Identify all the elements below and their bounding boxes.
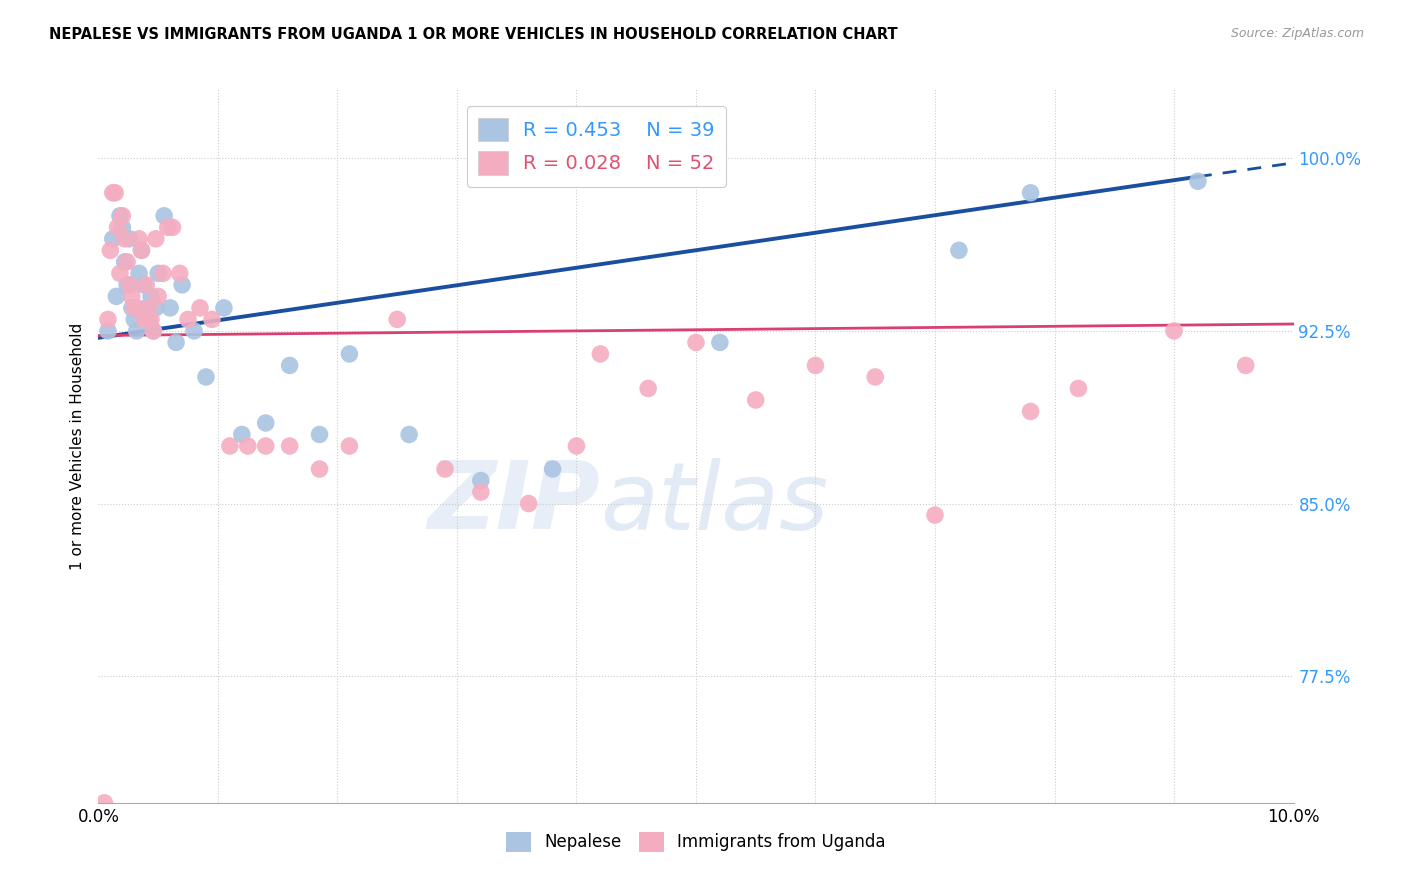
Point xyxy=(108,266,131,280)
Point xyxy=(865,370,887,384)
Point xyxy=(1234,359,1257,373)
Point xyxy=(183,324,205,338)
Point xyxy=(188,301,211,315)
Point xyxy=(98,244,122,258)
Point xyxy=(159,301,181,315)
Point xyxy=(236,439,259,453)
Point xyxy=(212,301,235,315)
Point xyxy=(308,427,330,442)
Point xyxy=(115,255,138,269)
Point xyxy=(948,244,970,258)
Point xyxy=(118,232,141,246)
Point xyxy=(148,289,170,303)
Point xyxy=(1163,324,1185,338)
Point xyxy=(108,209,131,223)
Point xyxy=(111,220,134,235)
Point xyxy=(118,277,141,292)
Text: NEPALESE VS IMMIGRANTS FROM UGANDA 1 OR MORE VEHICLES IN HOUSEHOLD CORRELATION C: NEPALESE VS IMMIGRANTS FROM UGANDA 1 OR … xyxy=(49,27,898,42)
Point xyxy=(1067,381,1090,395)
Point xyxy=(169,266,191,280)
Point xyxy=(128,266,150,280)
Point xyxy=(124,301,146,315)
Point xyxy=(131,244,153,258)
Point xyxy=(104,186,127,200)
Point xyxy=(541,462,564,476)
Legend: Nepalese, Immigrants from Uganda: Nepalese, Immigrants from Uganda xyxy=(499,825,893,859)
Point xyxy=(138,301,160,315)
Y-axis label: 1 or more Vehicles in Household: 1 or more Vehicles in Household xyxy=(69,322,84,570)
Text: Source: ZipAtlas.com: Source: ZipAtlas.com xyxy=(1230,27,1364,40)
Point xyxy=(924,508,946,522)
Point xyxy=(115,277,138,292)
Point xyxy=(162,220,184,235)
Point xyxy=(565,439,588,453)
Point xyxy=(138,312,160,326)
Point xyxy=(1187,174,1209,188)
Point xyxy=(1019,186,1042,200)
Point xyxy=(132,312,155,326)
Point xyxy=(125,301,148,315)
Point xyxy=(156,220,179,235)
Point xyxy=(745,392,768,407)
Point xyxy=(470,474,492,488)
Point xyxy=(135,301,157,315)
Point xyxy=(254,416,277,430)
Point xyxy=(231,427,253,442)
Point xyxy=(589,347,612,361)
Point xyxy=(339,439,361,453)
Point xyxy=(152,266,174,280)
Point xyxy=(124,312,146,326)
Point xyxy=(637,381,659,395)
Point xyxy=(121,289,143,303)
Point xyxy=(398,427,420,442)
Point xyxy=(148,266,170,280)
Point xyxy=(685,335,707,350)
Point xyxy=(139,312,162,326)
Point xyxy=(142,324,165,338)
Point xyxy=(517,497,540,511)
Point xyxy=(177,312,200,326)
Text: atlas: atlas xyxy=(600,458,828,549)
Point xyxy=(93,796,115,810)
Point xyxy=(145,232,167,246)
Point xyxy=(339,347,361,361)
Text: ZIP: ZIP xyxy=(427,457,600,549)
Point xyxy=(254,439,277,453)
Point xyxy=(434,462,457,476)
Point xyxy=(135,277,157,292)
Point xyxy=(201,312,224,326)
Point xyxy=(125,324,148,338)
Point xyxy=(278,439,301,453)
Point xyxy=(219,439,242,453)
Point xyxy=(195,370,218,384)
Point xyxy=(114,232,136,246)
Point xyxy=(709,335,731,350)
Point xyxy=(97,324,120,338)
Point xyxy=(105,289,128,303)
Point xyxy=(101,186,124,200)
Point xyxy=(139,289,162,303)
Point xyxy=(107,220,129,235)
Point xyxy=(101,232,124,246)
Point xyxy=(165,335,187,350)
Point xyxy=(278,359,301,373)
Point xyxy=(128,232,150,246)
Point xyxy=(111,209,134,223)
Point xyxy=(172,277,194,292)
Point xyxy=(1019,404,1042,418)
Point xyxy=(153,209,176,223)
Point xyxy=(470,485,492,500)
Point xyxy=(114,255,136,269)
Point xyxy=(142,324,165,338)
Point xyxy=(308,462,330,476)
Point xyxy=(145,301,167,315)
Point xyxy=(132,277,155,292)
Point xyxy=(804,359,827,373)
Point xyxy=(385,312,409,326)
Point xyxy=(97,312,120,326)
Point xyxy=(131,244,153,258)
Point xyxy=(121,301,143,315)
